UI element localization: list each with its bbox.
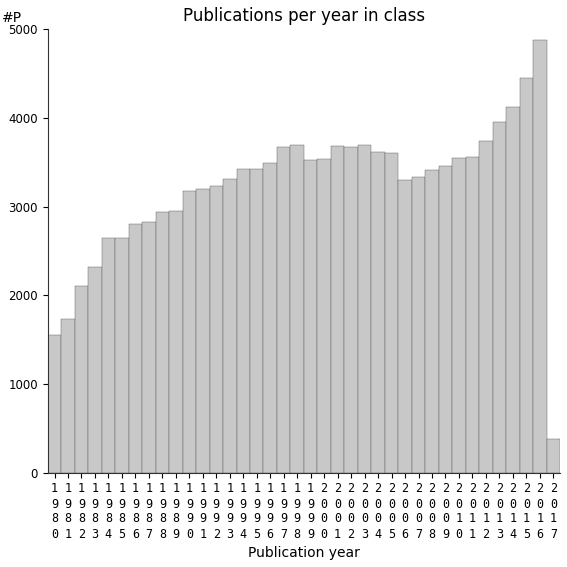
Bar <box>304 160 318 473</box>
Bar <box>425 170 439 473</box>
Bar <box>196 189 210 473</box>
Bar <box>142 222 155 473</box>
Bar <box>290 145 304 473</box>
Bar <box>533 40 547 473</box>
Bar <box>506 107 519 473</box>
Bar <box>61 319 75 473</box>
Bar <box>75 286 88 473</box>
Bar <box>358 145 371 473</box>
Bar <box>115 238 129 473</box>
Bar <box>519 78 533 473</box>
Bar <box>236 168 250 473</box>
Bar <box>210 187 223 473</box>
Bar <box>101 238 115 473</box>
Bar <box>412 176 425 473</box>
Bar <box>371 152 385 473</box>
Bar <box>264 163 277 473</box>
Bar <box>250 168 264 473</box>
Bar <box>547 439 560 473</box>
Bar <box>318 159 331 473</box>
Bar <box>48 335 61 473</box>
Bar <box>183 191 196 473</box>
Bar <box>88 267 101 473</box>
Title: Publications per year in class: Publications per year in class <box>183 7 425 25</box>
X-axis label: Publication year: Publication year <box>248 546 360 560</box>
Bar <box>398 180 412 473</box>
Bar <box>385 153 398 473</box>
Bar <box>155 212 169 473</box>
Bar <box>223 179 236 473</box>
Bar <box>169 211 183 473</box>
Bar <box>439 166 452 473</box>
Y-axis label: #P: #P <box>2 11 22 25</box>
Bar <box>479 141 493 473</box>
Bar <box>493 121 506 473</box>
Bar <box>452 158 466 473</box>
Bar <box>331 146 344 473</box>
Bar <box>466 157 479 473</box>
Bar <box>277 147 290 473</box>
Bar <box>129 225 142 473</box>
Bar <box>344 147 358 473</box>
